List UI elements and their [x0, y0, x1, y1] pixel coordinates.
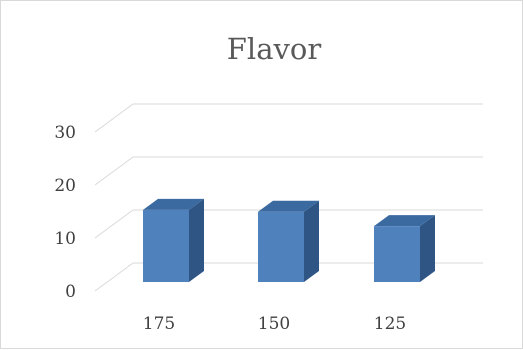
x-tick-label: 125 — [374, 314, 406, 334]
bar — [143, 198, 204, 282]
bar-side — [420, 215, 435, 282]
bar — [258, 200, 319, 282]
y-axis-tick-labels: 0 10 20 30 — [54, 123, 76, 302]
gridline-side — [94, 103, 134, 133]
bar-front — [374, 226, 420, 282]
gridline-side — [94, 209, 134, 239]
x-axis-tick-labels: 175 150 125 — [143, 314, 406, 334]
bar-top — [374, 215, 435, 227]
chart-title: Flavor — [227, 32, 322, 66]
gridline-side — [94, 262, 134, 292]
y-tick-label: 30 — [54, 123, 76, 143]
bar — [374, 215, 435, 282]
bar-front — [258, 211, 304, 282]
bar-side — [189, 198, 204, 282]
y-tick-label: 20 — [54, 176, 76, 196]
x-tick-label: 175 — [143, 314, 175, 334]
y-tick-label: 10 — [54, 229, 76, 249]
gridline-side — [94, 156, 134, 186]
bar-series — [143, 198, 435, 282]
bar-top — [258, 200, 319, 212]
bar-side — [304, 200, 319, 282]
x-tick-label: 150 — [258, 314, 290, 334]
bar-front — [143, 209, 189, 282]
y-tick-label: 0 — [65, 282, 76, 302]
bar-top — [143, 198, 204, 210]
